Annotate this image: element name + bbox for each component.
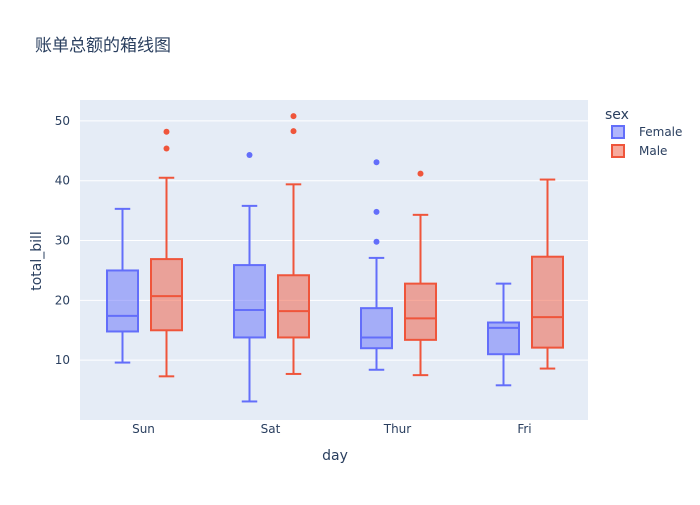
box-traces [106, 113, 564, 403]
legend-label: Male [639, 144, 667, 158]
x-tick-labels: Sun Sat Thur Fri [132, 422, 532, 436]
box-iqr [360, 307, 393, 350]
outlier-point [373, 208, 380, 215]
box-iqr [404, 282, 437, 341]
outlier-point [290, 113, 297, 120]
series-female [106, 152, 520, 403]
y-tick-label: 20 [55, 293, 70, 307]
x-tick-label: Thur [383, 422, 412, 436]
outlier-point [373, 159, 380, 166]
legend-swatch [611, 125, 625, 139]
x-tick-label: Fri [517, 422, 531, 436]
outlier-point [290, 128, 297, 135]
y-tick-labels: 10 20 30 40 50 [55, 114, 70, 367]
outlier-point [246, 152, 253, 159]
legend-title: sex [605, 107, 629, 123]
y-tick-label: 10 [55, 353, 70, 367]
outlier-point [373, 238, 380, 245]
outlier-point [163, 128, 170, 135]
box-iqr [106, 269, 139, 333]
x-tick-label: Sat [261, 422, 281, 436]
series-male [150, 113, 564, 378]
y-tick-label: 50 [55, 114, 70, 128]
legend-label: Female [639, 125, 682, 139]
chart-title: 账单总额的箱线图 [35, 36, 171, 56]
box-iqr [150, 258, 183, 332]
box-iqr [531, 255, 564, 349]
outlier-point [163, 145, 170, 152]
y-axis-title: total_bill [29, 231, 45, 291]
x-axis-title: day [322, 448, 348, 464]
box-iqr [277, 274, 310, 339]
y-tick-label: 40 [55, 174, 70, 188]
box-iqr [233, 264, 266, 339]
x-tick-label: Sun [132, 422, 155, 436]
outlier-point [417, 170, 424, 177]
legend-swatch [611, 144, 625, 158]
y-tick-label: 30 [55, 234, 70, 248]
legend: sex Female Male [605, 107, 682, 158]
